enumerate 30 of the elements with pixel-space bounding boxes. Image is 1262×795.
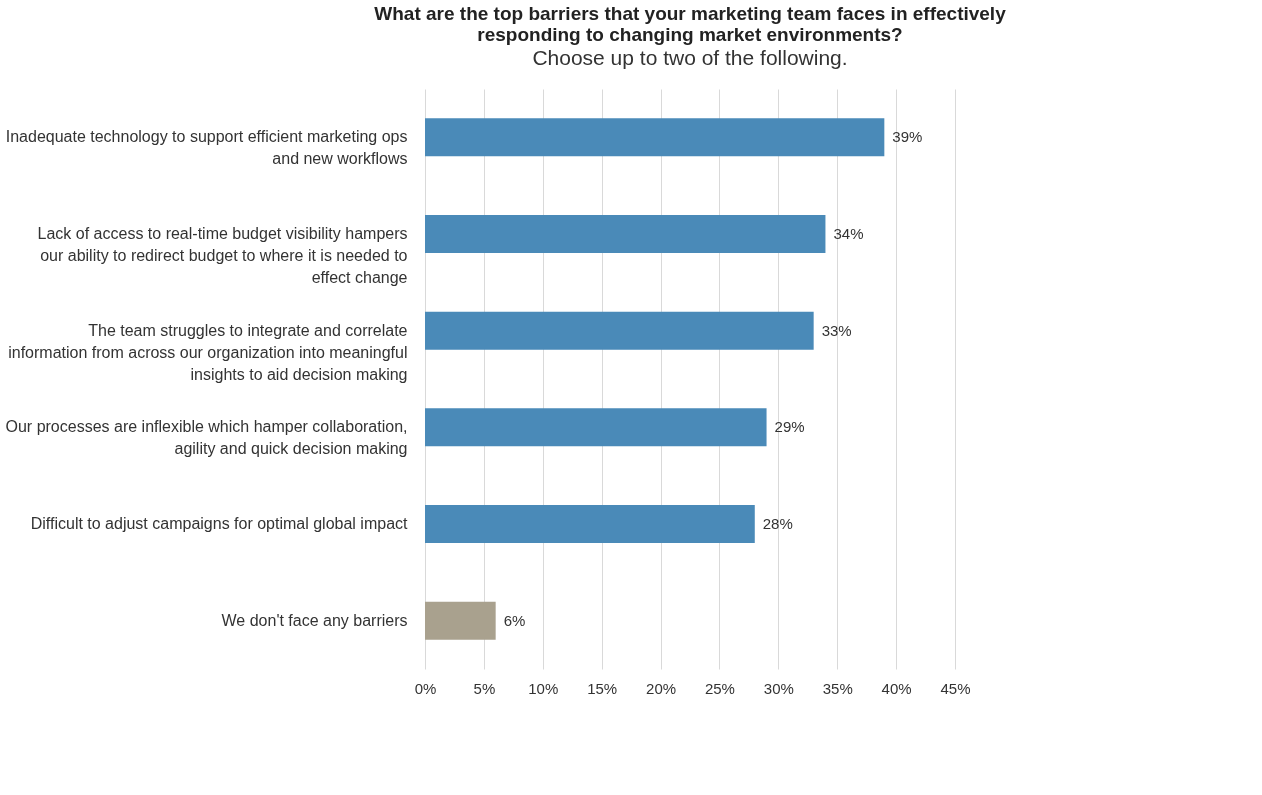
data-label: 6% — [503, 611, 526, 629]
y-tick-label: Lack of access to real-time budget visibility hampers our ability to redirect budget to where it is needed to effect change — [37, 225, 408, 286]
chart-title: What are the top barriers that your marketing team faces in effectively responding to changing market environments? — [374, 3, 1007, 45]
data-label: 28% — [762, 515, 793, 532]
x-tick-label: 15% — [587, 679, 618, 697]
y-tick-label: We don't face any barriers — [221, 611, 408, 629]
x-tick-label: 40% — [881, 679, 912, 697]
x-tick-label: 45% — [940, 679, 971, 697]
bar — [425, 311, 814, 350]
y-tick-label: Inadequate technology to support efficient marketing ops and new workflows — [5, 128, 408, 168]
x-tick-label: 10% — [528, 679, 559, 697]
data-label: 39% — [892, 128, 923, 146]
y-tick-label: Our processes are inflexible which hamper collaboration, agility and quick decision making — [5, 418, 408, 458]
chart-subtitle: Choose up to two of the following. — [532, 46, 848, 69]
bar — [425, 215, 826, 253]
bar — [425, 118, 885, 157]
bar — [425, 601, 496, 640]
x-tick-label: 5% — [473, 679, 496, 697]
y-tick-label: The team struggles to integrate and correlate information from across our organization into meaningful insights to aid decision making — [8, 321, 408, 383]
bar — [425, 505, 755, 543]
x-tick-label: 35% — [822, 679, 853, 697]
y-tick-label: Difficult to adjust campaigns for optimal global impact — [30, 515, 409, 532]
x-tick-label: 30% — [763, 679, 794, 697]
data-label: 33% — [821, 321, 852, 339]
x-tick-label: 0% — [414, 679, 437, 697]
data-label: 34% — [833, 225, 864, 242]
x-tick-label: 25% — [704, 679, 735, 697]
x-tick-label: 20% — [646, 679, 677, 697]
data-label: 29% — [774, 418, 805, 436]
bar — [425, 408, 767, 447]
